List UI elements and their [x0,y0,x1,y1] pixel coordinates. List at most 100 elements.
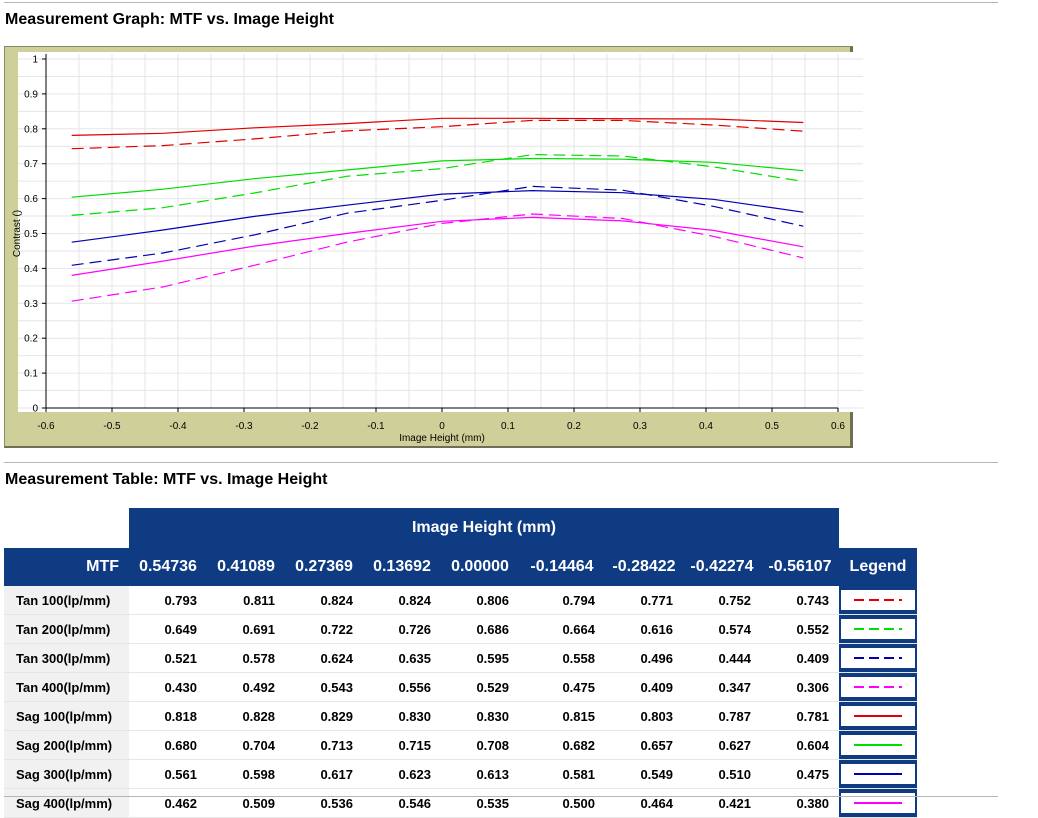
x-tick-label: -0.4 [169,421,187,432]
table-cell: 0.556 [363,672,441,702]
legend-swatch [841,764,915,784]
x-tick-label: 0.4 [699,421,713,432]
y-tick-label: 0.8 [24,124,38,135]
table-cell: 0.546 [363,788,441,818]
table-cell: 0.815 [519,701,605,731]
table-cell: 0.500 [519,788,605,818]
table-cell: 0.496 [605,643,683,673]
series-line-sag-100-lp-mm- [71,117,804,136]
table-cell: 0.686 [441,614,519,644]
table-cell: 0.464 [605,788,683,818]
table-cell: 0.824 [285,586,363,615]
table-cell: 0.521 [129,643,207,673]
table-cell: 0.830 [363,701,441,731]
table-cell: 0.549 [605,759,683,789]
y-tick-label: 0.1 [24,369,38,380]
legend-swatch [841,648,915,668]
x-tick-label: 0.6 [831,421,845,432]
graph-divider [4,462,998,463]
table-cell: 0.462 [129,788,207,818]
legend-column-header: Legend [839,548,917,586]
table-cell: 0.793 [129,586,207,615]
table-cell: 0.380 [761,788,839,818]
x-axis-label: Image Height (mm) [399,433,485,444]
table-cell: 0.811 [207,586,285,615]
legend-line-icon [854,628,902,630]
series-line-tan-200-lp-mm- [71,153,804,216]
table-cell: 0.787 [683,701,761,731]
y-tick-label: 0.7 [24,159,38,170]
table-cell: 0.421 [683,788,761,818]
row-label: Sag 300(lp/mm) [4,759,129,789]
row-label: Tan 200(lp/mm) [4,614,129,644]
series-line-tan-300-lp-mm- [71,185,804,266]
table-group-header-row: Image Height (mm) [4,508,917,548]
table-cell: 0.771 [605,586,683,615]
table-cell: 0.574 [683,614,761,644]
legend-swatch [841,735,915,755]
x-tick-label: -0.2 [301,421,319,432]
height-column-header: 0.13692 [363,548,441,586]
table-cell: 0.581 [519,759,605,789]
table-cell: 0.578 [207,643,285,673]
table-cell: 0.824 [363,586,441,615]
height-column-header: -0.28422 [605,548,683,586]
table-row: Tan 100(lp/mm) 0.793 0.811 0.824 0.824 0.806 0… [4,586,917,615]
top-divider [4,2,998,3]
bottom-divider [4,796,998,797]
y-tick-label: 0.3 [24,299,38,310]
table-cell: 0.713 [285,730,363,760]
series-line-sag-300-lp-mm- [71,189,804,243]
table-row: Tan 200(lp/mm) 0.649 0.691 0.722 0.726 0.686 0… [4,614,917,644]
table-cell: 0.529 [441,672,519,702]
legend-line-icon [854,599,902,601]
table-cell: 0.635 [363,643,441,673]
y-axis-label: Contrast () [12,210,23,257]
table-cell: 0.595 [441,643,519,673]
table-cell: 0.726 [363,614,441,644]
mtf-column-header: MTF [4,548,129,586]
legend-swatch [841,677,915,697]
row-label: Sag 400(lp/mm) [4,788,129,818]
legend-swatch [841,793,915,813]
height-column-header: 0.54736 [129,548,207,586]
legend-swatch [841,590,915,610]
table-cell: 0.623 [363,759,441,789]
table-row: Tan 400(lp/mm) 0.430 0.492 0.543 0.556 0.529 0… [4,672,917,702]
table-cell: 0.347 [683,672,761,702]
table-row: Tan 300(lp/mm) 0.521 0.578 0.624 0.635 0.595 0… [4,643,917,673]
table-cell: 0.430 [129,672,207,702]
legend-swatch [841,619,915,639]
legend-line-icon [854,686,902,688]
table-cell: 0.475 [761,759,839,789]
table-cell: 0.510 [683,759,761,789]
y-tick-label: 0.4 [24,264,38,275]
table-cell: 0.781 [761,701,839,731]
table-cell: 0.704 [207,730,285,760]
height-column-header: -0.56107 [761,548,839,586]
table-cell: 0.830 [441,701,519,731]
graph-section-title: Measurement Graph: MTF vs. Image Height [5,11,334,28]
legend-cell [839,614,917,644]
x-tick-label: -0.6 [37,421,55,432]
legend-cell [839,672,917,702]
table-cell: 0.794 [519,586,605,615]
table-row: Sag 400(lp/mm) 0.462 0.509 0.536 0.546 0.535 0… [4,788,917,818]
series-line-tan-100-lp-mm- [71,119,804,150]
legend-line-icon [854,802,902,804]
table-cell: 0.708 [441,730,519,760]
y-tick-label: 0.9 [24,89,38,100]
table-header-spacer [839,508,917,548]
table-cell: 0.535 [441,788,519,818]
table-row: Sag 300(lp/mm) 0.561 0.598 0.617 0.623 0.613 0… [4,759,917,789]
row-label: Sag 200(lp/mm) [4,730,129,760]
x-tick-label: -0.3 [235,421,253,432]
table-cell: 0.492 [207,672,285,702]
table-cell: 0.598 [207,759,285,789]
table-cell: 0.613 [441,759,519,789]
table-cell: 0.409 [605,672,683,702]
legend-cell [839,586,917,615]
x-tick-label: -0.5 [103,421,121,432]
row-label: Tan 100(lp/mm) [4,586,129,615]
table-cell: 0.818 [129,701,207,731]
